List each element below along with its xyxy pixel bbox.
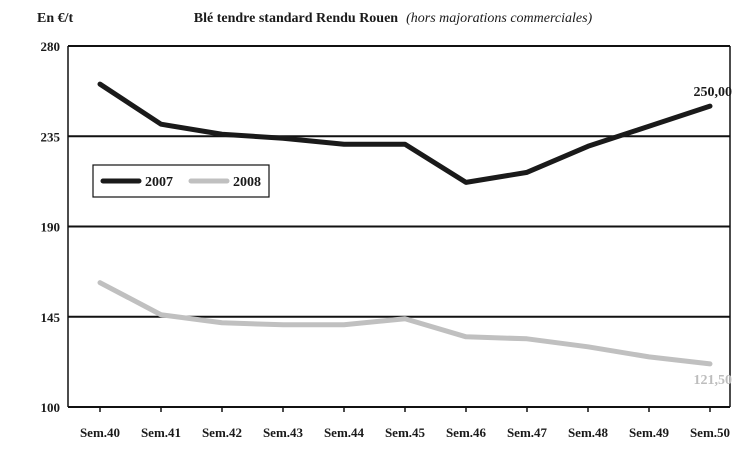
y-tick-label: 100 xyxy=(41,400,61,415)
series-line-2008 xyxy=(97,280,713,367)
x-tick-label: Sem.46 xyxy=(446,425,487,440)
chart-subtitle: (hors majorations commerciales) xyxy=(406,11,592,26)
y-tick-labels: 100 145 190 235 280 xyxy=(41,39,61,415)
series-lines xyxy=(97,81,713,367)
axes xyxy=(67,45,731,412)
legend-label-2008: 2008 xyxy=(233,175,261,190)
y-tick-label: 280 xyxy=(41,39,61,54)
x-tick-label: Sem.48 xyxy=(568,425,609,440)
x-tick-label: Sem.41 xyxy=(141,425,181,440)
series-line-2007 xyxy=(97,81,713,185)
x-tick-label: Sem.43 xyxy=(263,425,304,440)
end-label-2007: 250,00 xyxy=(694,85,733,100)
x-tick-label: Sem.44 xyxy=(324,425,365,440)
chart-title: Blé tendre standard Rendu Rouen (hors ma… xyxy=(194,9,593,26)
x-tick-label: Sem.45 xyxy=(385,425,426,440)
x-tick-label: Sem.47 xyxy=(507,425,548,440)
y-tick-label: 190 xyxy=(41,220,61,235)
end-labels: 250,00 121,50 xyxy=(694,85,733,388)
chart-title-main: Blé tendre standard Rendu Rouen xyxy=(194,11,399,26)
y-axis-unit: En €/t xyxy=(37,11,74,26)
x-tick-label: Sem.40 xyxy=(80,425,120,440)
end-label-2008: 121,50 xyxy=(694,373,733,388)
x-tick-label: Sem.42 xyxy=(202,425,242,440)
legend: 2007 2008 xyxy=(92,164,270,198)
x-tick-labels: Sem.40 Sem.41 Sem.42 Sem.43 Sem.44 Sem.45 Sem.… xyxy=(80,425,730,440)
gridlines xyxy=(68,135,730,318)
y-tick-label: 145 xyxy=(41,310,61,325)
x-tick-label: Sem.49 xyxy=(629,425,670,440)
y-tick-label: 235 xyxy=(41,129,61,144)
x-tick-label: Sem.50 xyxy=(690,425,730,440)
legend-label-2007: 2007 xyxy=(145,175,173,190)
